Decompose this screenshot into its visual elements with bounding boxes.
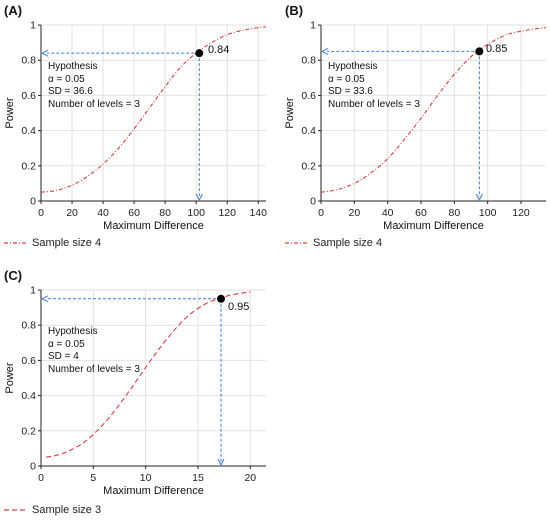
- legend-swatch: [4, 242, 26, 244]
- y-tick-label: 0.8: [21, 320, 36, 332]
- hypothesis-line: α = 0.05: [328, 73, 365, 85]
- hypothesis-line: α = 0.05: [48, 338, 85, 350]
- y-tick-label: 0.8: [21, 55, 36, 67]
- hypothesis-line: Number of levels = 3: [48, 98, 140, 110]
- guide-arrow-left: [321, 47, 329, 55]
- y-tick-label: 1: [30, 20, 36, 32]
- y-tick-label: 0.8: [301, 55, 316, 67]
- guide-arrow-left: [41, 295, 49, 303]
- panel-label: (B): [285, 3, 304, 18]
- x-tick-label: 60: [128, 207, 140, 219]
- x-tick-label: 60: [415, 207, 427, 219]
- chart-svg: 0 20 40 60 80 100 120 0 0.2 0.4 0.6 0.8 1 Maximum Dif…: [284, 20, 547, 232]
- x-tick-label: 0: [318, 207, 324, 219]
- y-tick-label: 1: [30, 285, 36, 297]
- hypothesis-line: SD = 36.6: [48, 86, 93, 97]
- hypothesis-line: Hypothesis: [328, 61, 378, 72]
- guide-arrow-down: [195, 193, 203, 201]
- hypothesis-line: Hypothesis: [48, 326, 98, 337]
- hypothesis-box: Hypothesis α = 0.05 SD = 33.6 Number of …: [328, 61, 420, 111]
- panel-label: (C): [4, 268, 23, 283]
- legend-swatch: [285, 242, 307, 244]
- y-tick-label: 0.2: [21, 160, 36, 172]
- chart-panel-b: (B) 0 20 40 60 80 100 120 0 0.2 0.4 0.6 0.8 1 Maximum…: [275, 0, 550, 259]
- legend: Sample size 4: [285, 237, 382, 249]
- panel-label: (A): [4, 3, 23, 18]
- y-tick-label: 0.4: [301, 125, 316, 137]
- x-tick-label: 20: [244, 472, 256, 484]
- x-tick-label: 40: [97, 207, 109, 219]
- legend-swatch: [4, 509, 26, 511]
- y-tick-label: 0.2: [301, 160, 316, 172]
- x-tick-label: 0: [38, 207, 44, 219]
- legend-label: Sample size 3: [32, 504, 102, 516]
- chart-panel-c: (C) 0 5 10 15 20 0 0.2 0.4 0.6 0.8 1 Maximum Differ…: [0, 265, 275, 524]
- legend: Sample size 4: [4, 237, 101, 249]
- legend-label: Sample size 4: [313, 237, 383, 249]
- guide-arrow-left: [41, 49, 49, 57]
- y-axis-title: Power: [284, 97, 296, 129]
- highlight-point: [217, 294, 225, 303]
- x-tick-label: 120: [218, 207, 236, 219]
- chart-svg: 0 5 10 15 20 0 0.2 0.4 0.6 0.8 1 Maximum Difference…: [4, 285, 266, 497]
- y-tick-label: 0.6: [21, 355, 36, 367]
- y-tick-label: 1: [310, 20, 316, 32]
- highlight-point: [195, 49, 204, 58]
- y-tick-label: 0.6: [21, 90, 36, 102]
- hypothesis-box: Hypothesis α = 0.05 SD = 4 Number of lev…: [48, 326, 140, 376]
- chart-svg: 0 20 40 60 80 100 120 140 0 0.2 0.4 0.6 0.8 1 Maximum …: [4, 20, 267, 233]
- x-tick-label: 10: [140, 472, 152, 484]
- x-axis-title: Maximum Difference: [103, 485, 204, 497]
- hypothesis-line: Number of levels = 3: [328, 98, 420, 110]
- x-tick-label: 120: [512, 207, 530, 219]
- hypothesis-box: Hypothesis α = 0.05 SD = 36.6 Number of …: [48, 61, 140, 111]
- power-callout: 0.95: [228, 301, 250, 313]
- y-tick-label: 0: [30, 461, 36, 473]
- x-tick-label: 20: [348, 207, 360, 219]
- y-axis-title: Power: [4, 362, 16, 394]
- legend: Sample size 3: [4, 504, 101, 516]
- guide-arrow-down: [217, 458, 225, 466]
- x-tick-label: 20: [66, 207, 78, 219]
- y-tick-label: 0.6: [301, 90, 316, 102]
- hypothesis-line: SD = 33.6: [328, 86, 373, 97]
- power-curve: [40, 26, 267, 193]
- x-tick-label: 80: [448, 207, 460, 219]
- x-tick-label: 5: [90, 472, 96, 484]
- hypothesis-line: α = 0.05: [48, 73, 85, 85]
- power-callout: 0.84: [208, 44, 230, 56]
- x-axis-title: Maximum Difference: [103, 220, 204, 232]
- legend-label: Sample size 4: [32, 237, 102, 249]
- x-tick-label: 100: [479, 207, 497, 219]
- y-tick-label: 0.4: [21, 390, 36, 402]
- chart-panel-a: (A) 0 20 40 60 80 100 120 140 0 0.2 0.4 0.6 0.8 1 Maxi…: [0, 0, 275, 259]
- guide-arrow-down: [475, 193, 483, 201]
- x-tick-label: 15: [192, 472, 204, 484]
- y-tick-label: 0: [30, 196, 36, 208]
- x-tick-label: 0: [38, 472, 44, 484]
- x-tick-label: 140: [249, 207, 267, 219]
- y-tick-label: 0.4: [21, 125, 36, 137]
- hypothesis-line: SD = 4: [48, 351, 79, 362]
- hypothesis-line: Hypothesis: [48, 61, 98, 72]
- highlight-point: [475, 47, 484, 56]
- y-tick-label: 0: [310, 196, 316, 208]
- x-tick-label: 40: [382, 207, 394, 219]
- power-callout: 0.85: [486, 43, 508, 55]
- hypothesis-line: Number of levels = 3: [48, 363, 140, 375]
- y-tick-label: 0.2: [21, 425, 36, 437]
- x-tick-label: 100: [187, 207, 205, 219]
- y-axis-title: Power: [4, 97, 16, 129]
- x-axis-title: Maximum Difference: [383, 220, 484, 232]
- x-tick-label: 80: [159, 207, 171, 219]
